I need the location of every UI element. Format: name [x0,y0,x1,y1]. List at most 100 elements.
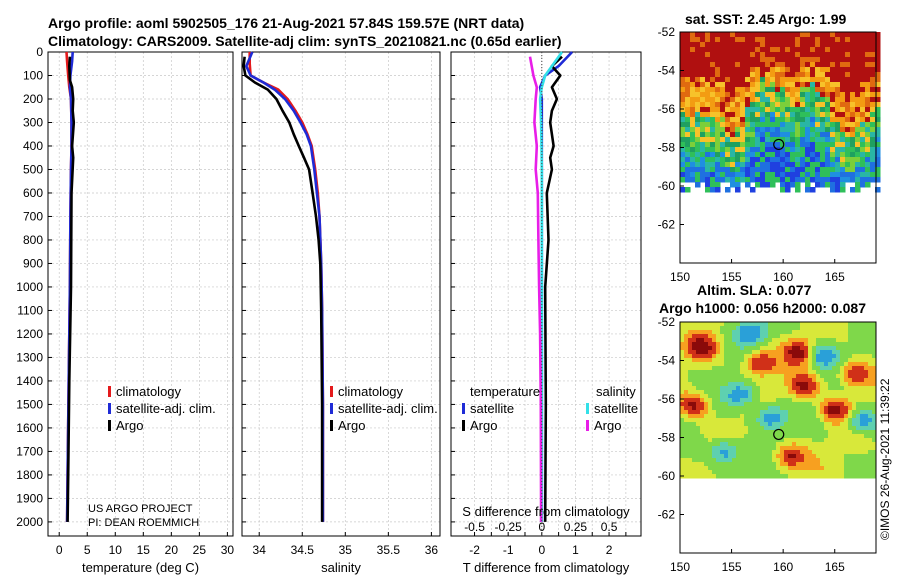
map-cell [712,474,717,479]
map-cell [844,438,849,443]
map-cell [710,117,716,123]
map-cell [770,42,776,48]
map-cell [792,446,797,451]
map-cell [836,398,841,403]
map-cell [752,322,757,327]
map-cell [820,77,826,83]
map-cell [710,77,716,83]
map-cell [755,157,761,163]
map-cell [848,402,853,407]
map-cell [845,162,851,168]
map-cell [755,162,761,168]
map-cell [784,402,789,407]
map-cell [730,137,736,143]
map-cell [735,77,741,83]
map-cell [688,450,693,455]
map-cell [816,470,821,475]
map-cell [808,406,813,411]
map-cell [804,382,809,387]
map-cell [816,374,821,379]
map-cell [696,450,701,455]
map-cell [748,362,753,367]
map-cell [736,390,741,395]
map-cell [856,422,861,427]
map-cell [720,72,726,78]
map-cell [764,418,769,423]
map-cell [740,322,745,327]
map-cell [868,446,873,451]
map-cell [770,97,776,103]
map-cell [716,322,721,327]
map-cell [685,162,691,168]
map-cell [740,92,746,98]
map-cell [740,466,745,471]
map-cell [840,362,845,367]
map-cell [820,354,825,359]
map-cell [772,322,777,327]
map-cell [688,470,693,475]
x-tick-label: 150 [670,560,690,574]
map-cell [712,430,717,435]
map-cell [845,172,851,178]
map-cell [732,414,737,419]
map-cell [808,426,813,431]
map-cell [832,474,837,479]
map-cell [764,386,769,391]
map-cell [875,152,881,158]
map-cell [856,426,861,431]
map-cell [795,32,801,38]
map-cell [756,414,761,419]
map-cell [760,62,766,68]
map-cell [815,62,821,68]
depth-tick-label: 1900 [16,491,43,505]
map-cell [868,322,873,327]
map-cell [748,406,753,411]
map-cell [680,117,686,123]
map-cell [764,438,769,443]
map-cell [852,358,857,363]
map-cell [840,438,845,443]
map-cell [868,354,873,359]
map-cell [836,358,841,363]
map-cell [685,117,691,123]
map-cell [825,157,831,163]
map-cell [872,454,877,459]
map-cell [875,72,881,78]
map-cell [752,466,757,471]
map-cell [760,342,765,347]
map-cell [850,117,856,123]
map-cell [752,446,757,451]
map-cell [700,67,706,73]
map-cell [785,57,791,63]
map-cell [690,127,696,133]
map-cell [860,374,865,379]
map-cell [860,32,866,38]
map-cell [864,382,869,387]
map-cell [700,346,705,351]
map-cell [760,354,765,359]
legend-entry: climatology [338,384,404,399]
map-cell [764,370,769,375]
map-cell [705,52,711,58]
map-cell [755,142,761,148]
map-cell [728,398,733,403]
map-cell [804,406,809,411]
map-cell [816,398,821,403]
map-cell [704,450,709,455]
map-cell [684,346,689,351]
map-cell [808,350,813,355]
map-cell [690,77,696,83]
map-cell [724,338,729,343]
map-cell [795,57,801,63]
map-cell [785,82,791,88]
map-cell [776,346,781,351]
map-cell [864,474,869,479]
map-cell [844,410,849,415]
map-cell [725,72,731,78]
map-cell [825,142,831,148]
map-cell [772,402,777,407]
map-cell [710,107,716,113]
map-cell [832,446,837,451]
map-cell [770,87,776,93]
map-cell [850,87,856,93]
